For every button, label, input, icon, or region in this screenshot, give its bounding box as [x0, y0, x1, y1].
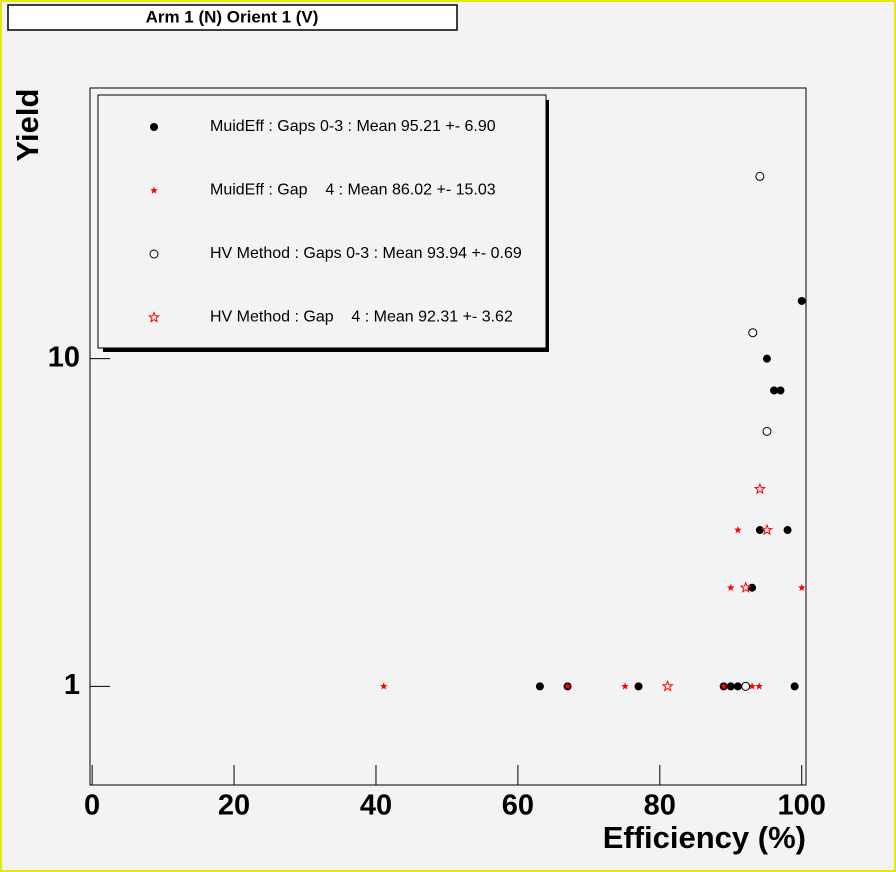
x-tick-label: 0 [84, 790, 100, 822]
legend-label: MuidEff : Gap 4 : Mean 86.02 +- 15.03 [210, 182, 496, 199]
x-tick-label: 60 [502, 790, 534, 822]
data-point [755, 526, 764, 535]
data-point [755, 171, 765, 181]
data-point [634, 682, 643, 691]
legend-box [97, 94, 547, 349]
data-point [762, 354, 771, 363]
legend-marker [150, 186, 158, 194]
x-tick-label: 100 [778, 790, 826, 822]
data-point [760, 523, 774, 536]
data-point [726, 583, 735, 591]
legend-entry: HV Method : Gaps 0-3 : Mean 93.94 +- 0.6… [149, 245, 522, 262]
data-point [783, 526, 792, 535]
data-point [563, 682, 572, 690]
legend-marker [150, 123, 158, 131]
x-tick-label: 80 [644, 790, 676, 822]
x-tick-label: 20 [218, 790, 250, 822]
legend-marker [147, 311, 161, 323]
data-point [621, 682, 629, 690]
y-axis-title: Yield [10, 89, 45, 162]
plot-area: 0 20 40 60 80 100 1 10 [48, 171, 826, 822]
legend-entry: HV Method : Gap 4 : Mean 92.31 +- 3.62 [147, 309, 513, 326]
data-point [753, 482, 766, 495]
data-point [790, 682, 799, 691]
x-tick-label: 40 [360, 790, 392, 822]
data-point [719, 682, 728, 690]
data-point [776, 386, 785, 395]
title-box [7, 4, 458, 31]
data-point [379, 682, 388, 690]
data-point [739, 581, 752, 593]
legend-entry: MuidEff : Gaps 0-3 : Mean 95.21 +- 6.90 [150, 118, 496, 135]
data-point [734, 526, 742, 534]
y-tick-label: 1 [64, 669, 80, 701]
legend-label: HV Method : Gaps 0-3 : Mean 93.94 +- 0.6… [210, 245, 522, 262]
data-point [797, 296, 806, 305]
y-tick-label: 10 [48, 341, 80, 373]
legend-label: HV Method : Gap 4 : Mean 92.31 +- 3.62 [210, 309, 513, 326]
data-point [797, 583, 806, 591]
data-point [741, 681, 751, 691]
legend-marker [149, 249, 159, 259]
chart-title: Arm 1 (N) Orient 1 (V) [146, 7, 319, 26]
data-point [770, 386, 779, 395]
legend: MuidEff : Gaps 0-3 : Mean 95.21 +- 6.90 M… [147, 118, 522, 326]
data-point [535, 682, 544, 691]
data-point [755, 682, 763, 690]
x-axis-title: Efficiency (%) [603, 820, 806, 855]
data-point [748, 328, 758, 338]
data-point [733, 682, 742, 691]
data-point [726, 682, 735, 691]
legend-entry: MuidEff : Gap 4 : Mean 86.02 +- 15.03 [150, 182, 496, 199]
data-point [748, 682, 756, 690]
data-point [661, 679, 674, 692]
legend-label: MuidEff : Gaps 0-3 : Mean 95.21 +- 6.90 [210, 118, 496, 135]
data-point [762, 426, 772, 436]
